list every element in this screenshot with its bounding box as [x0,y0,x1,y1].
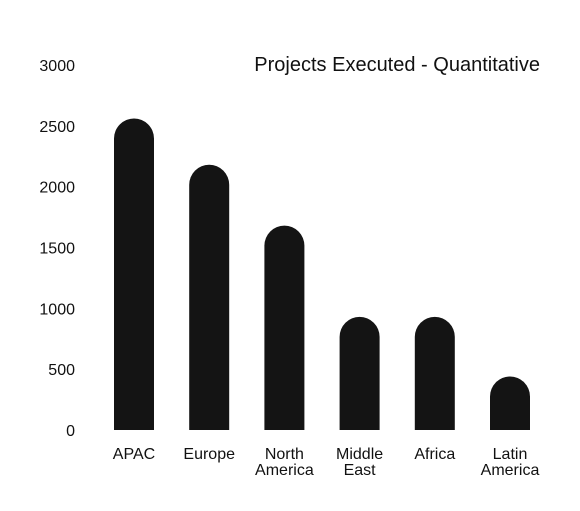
y-tick-label: 1000 [39,301,75,318]
y-tick-label: 3000 [39,58,75,75]
y-tick-label: 500 [48,362,75,379]
bar-latin-america [490,376,530,430]
bar-apac [114,118,154,431]
y-axis-ticks: 0 500 1000 1500 2000 2500 3000 [39,58,75,440]
bar-europe [189,164,230,431]
x-tick-label: North America [255,446,314,479]
x-tick-label: Europe [183,446,235,463]
bars-group [114,118,530,431]
chart-title: Projects Executed - Quantitative [254,54,540,76]
x-axis-labels: APAC Europe North America Middle East Africa La… [113,446,540,479]
y-tick-label: 2500 [39,119,75,136]
bar-middle-east [339,316,380,430]
y-tick-label: 0 [66,423,75,440]
x-tick-label: Africa [414,446,455,463]
x-tick-label: APAC [113,446,155,463]
y-tick-label: 1500 [39,241,75,258]
bar-africa [414,316,455,430]
bar-north-america [264,225,305,430]
x-tick-label: Latin America [481,446,540,479]
x-tick-label: Middle East [336,446,383,479]
y-tick-label: 2000 [39,180,75,197]
